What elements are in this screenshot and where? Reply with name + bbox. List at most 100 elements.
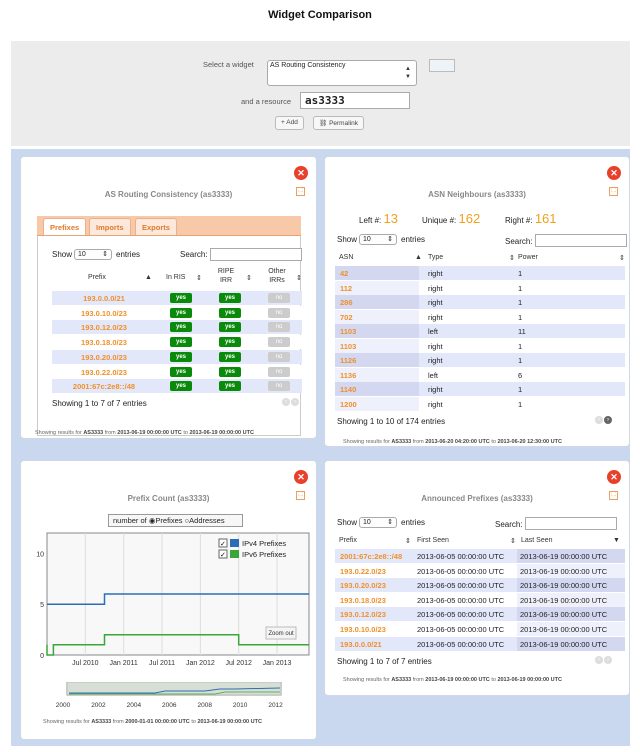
widget-select[interactable]: AS Routing Consistency ▲ ▼ [267,60,417,86]
navigator-tick-label: 2008 [197,702,212,709]
widget-title: AS Routing Consistency (as3333) [104,190,233,199]
ripe-irr-badge: yes [219,293,241,303]
add-button[interactable]: + Add [275,116,304,130]
table-cell: 1136 [340,370,357,380]
footer-as: AS3333 [91,719,112,725]
table-row[interactable]: 193.0.0.0/21 yes yes no [52,291,302,305]
widget-selector: Select a widget AS Routing Consistency ▲… [11,41,630,146]
permalink-button[interactable]: ⛓ Permalink [313,116,364,130]
sorted-column-bg [335,367,419,382]
table-cell: 2013-06-19 00:00:00 UTC [520,566,608,576]
table-cell: 2013-06-05 00:00:00 UTC [417,610,505,620]
column-header-ripe-irr[interactable]: RIPE IRR [217,268,235,284]
table-row[interactable]: 2001:67c:2e8::/48 2013-06-05 00:00:00 UTC… [335,549,625,563]
close-icon[interactable]: ✕ [294,166,308,180]
tab-prefixes[interactable]: Prefixes [43,218,87,235]
radio-addresses[interactable]: ○ [184,516,190,525]
navigator-series [69,687,281,694]
footer-text: Showing results for [35,430,82,436]
search-input[interactable] [535,234,627,247]
search-input[interactable] [210,248,302,261]
table-cell: 1103 [340,341,357,351]
tab-exports[interactable]: Exports [135,218,177,235]
table-row[interactable]: 193.0.10.0/23 yes yes no [52,305,302,320]
page-length-select[interactable]: 10 ⇕ [359,234,397,245]
widget-footer: Showing results for AS3333 from 2013-06-… [343,439,562,445]
table-row[interactable]: 193.0.22.0/23 2013-06-05 00:00:00 UTC 2013… [335,563,625,578]
table-row[interactable]: 193.0.12.0/23 2013-06-05 00:00:00 UTC 2013… [335,607,625,622]
resource-input[interactable]: as3333 [300,92,410,109]
column-header-other-irrs[interactable]: Other IRRs [268,268,286,284]
table-info: Showing 1 to 7 of 7 entries [337,657,432,666]
table-row[interactable]: 1136 left 6 [335,367,625,382]
page-length-select[interactable]: 10 ⇕ [74,249,112,260]
table-row[interactable]: 1140 right 1 [335,382,625,396]
table-row[interactable]: 193.0.20.0/23 yes yes no [52,349,302,364]
announced-prefixes-widget: ✕ ⛶ Announced Prefixes (as3333) Show 10 ⇕… [324,460,630,696]
previous-page-icon[interactable]: ‹ [595,656,603,664]
table-cell: 2013-06-19 00:00:00 UTC [520,552,608,561]
metric-toggle: number of ◉Prefixes ○Addresses [108,514,243,527]
column-header-asn[interactable]: ASN [339,254,354,261]
radio-prefixes[interactable]: ◉ [148,516,156,525]
table-row[interactable]: 193.0.18.0/23 yes yes no [52,335,302,350]
expand-icon[interactable]: ⛶ [609,187,618,196]
column-header-in-ris[interactable]: In RIS [166,274,186,281]
table-cell: 1103 [340,327,357,336]
table-row[interactable]: 1200 right 1 [335,396,625,411]
table-row[interactable]: 193.0.10.0/23 2013-06-05 00:00:00 UTC 2013… [335,622,625,636]
other-irrs-badge: no [268,381,290,392]
prefix-count-chart[interactable]: Jul 2010 Jan 2011 Jul 2011 Jan 2012 Jul 2012… [35,531,311,673]
table-row[interactable]: 702 right 1 [335,309,625,324]
column-header-power[interactable]: Power [518,254,538,261]
select-arrows-icon: ⇕ [387,236,393,243]
table-cell: left [428,327,439,336]
table-row[interactable]: 193.0.20.0/23 2013-06-05 00:00:00 UTC 2013… [335,578,625,593]
table-row[interactable]: 193.0.12.0/23 yes yes no [52,320,302,335]
expand-icon[interactable]: ⛶ [296,491,305,500]
sorted-column-bg [517,622,625,636]
column-header-last-seen[interactable]: Last Seen [521,537,553,544]
table-row[interactable]: 112 right 1 [335,280,625,295]
column-header-prefix[interactable]: Prefix [88,274,106,281]
table-row[interactable]: 42 right 1 [335,266,625,280]
entries-label: entries [401,235,426,244]
timeline-navigator[interactable]: 2000 2002 2004 2006 2008 2010 2012 [35,682,311,712]
page-length-value: 10 [78,251,86,258]
next-page-icon[interactable]: › [604,656,612,664]
table-row[interactable]: 286 right 1 [335,295,625,309]
table-row[interactable]: 1126 right 1 [335,353,625,367]
expand-icon[interactable]: ⛶ [609,491,618,500]
page-length-select[interactable]: 10 ⇕ [359,517,397,528]
table-row[interactable]: 193.0.22.0/23 yes yes no [52,364,302,379]
table-row[interactable]: 1103 right 1 [335,338,625,353]
expand-icon[interactable]: ⛶ [296,187,305,196]
tab-imports[interactable]: Imports [89,218,131,235]
previous-page-icon[interactable]: ‹ [282,398,290,406]
table-row[interactable]: 2001:67c:2e8::/48 yes yes no [52,379,302,394]
table-row[interactable]: 1103 left 11 [335,324,625,338]
search-input[interactable] [525,517,617,530]
table-cell: 1 [518,269,523,278]
close-icon[interactable]: ✕ [294,470,308,484]
left-count-label: Left #: [359,216,382,225]
column-header-prefix[interactable]: Prefix [339,537,357,544]
navigator-series [69,691,280,695]
footer-start-time: 2013-06-19 00:00:00 UTC [425,677,490,683]
radio-addresses-label: Addresses [189,516,225,525]
table-row[interactable]: 193.0.0.0/21 2013-06-05 00:00:00 UTC 2013-… [335,636,625,651]
next-page-icon[interactable]: › [291,398,299,406]
table-row[interactable]: 193.0.18.0/23 2013-06-05 00:00:00 UTC 2013… [335,592,625,607]
table-cell: 2013-06-05 00:00:00 UTC [417,581,505,591]
show-label: Show [337,518,358,527]
search-label: Search: [505,237,533,246]
previous-page-icon[interactable]: ‹ [595,416,603,424]
table-cell: 1 [518,341,523,351]
next-page-icon[interactable]: › [604,416,612,424]
footer-start-time: 2013-06-20 04:20:00 UTC [425,439,490,445]
close-icon[interactable]: ✕ [607,166,621,180]
left-count-value: 13 [383,211,398,226]
column-header-first-seen[interactable]: First Seen [417,537,449,544]
close-icon[interactable]: ✕ [607,470,621,484]
column-header-type[interactable]: Type [428,254,444,261]
